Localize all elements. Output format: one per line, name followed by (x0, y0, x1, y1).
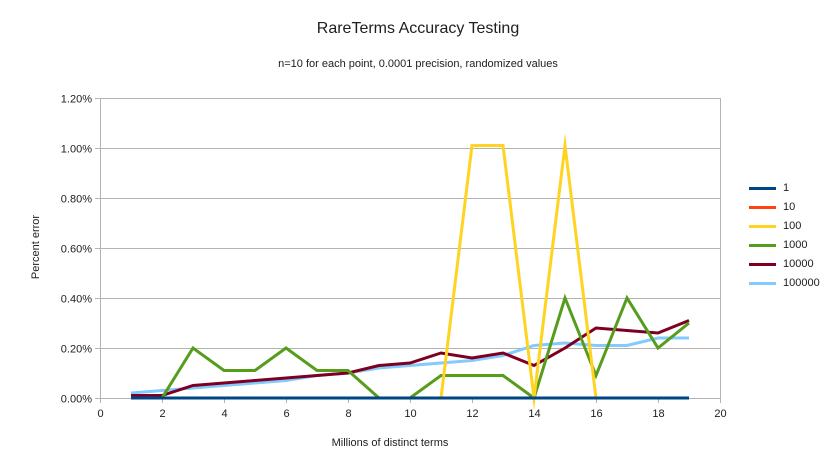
legend-swatch-100 (749, 225, 776, 228)
legend-swatch-1 (749, 187, 776, 190)
legend: 1 10 100 1000 10000 100000 (749, 179, 820, 293)
y-tick-label: 1.00% (61, 144, 92, 156)
x-tick-label: 14 (528, 408, 540, 420)
y-tick-label: 0.60% (61, 244, 92, 256)
x-tick-label: 12 (466, 408, 478, 420)
legend-item-10000: 10000 (749, 255, 820, 274)
x-tick-label: 16 (590, 408, 602, 420)
legend-item-100000: 100000 (749, 274, 820, 293)
y-axis-title: Percent error (30, 214, 42, 280)
x-axis-title: Millions of distinct terms (331, 437, 449, 449)
legend-item-1: 1 (749, 179, 820, 198)
x-tick-label: 8 (345, 408, 351, 420)
y-tick-label: 0.20% (61, 344, 92, 356)
legend-item-10: 10 (749, 198, 820, 217)
legend-item-1000: 1000 (749, 236, 820, 255)
x-tick-label: 10 (404, 408, 416, 420)
x-tick-label: 4 (221, 408, 227, 420)
legend-label-10000: 10000 (783, 258, 814, 270)
legend-label-100000: 100000 (783, 277, 820, 289)
legend-label-1: 1 (783, 182, 790, 194)
legend-swatch-1000 (749, 244, 776, 247)
series-line-100000 (130, 336, 689, 395)
legend-label-100: 100 (783, 220, 802, 232)
y-tick-label: 0.40% (61, 294, 92, 306)
x-tick-label: 2 (159, 408, 165, 420)
legend-swatch-10 (749, 206, 776, 209)
series-line-10000 (131, 319, 690, 397)
legend-label-10: 10 (783, 201, 796, 213)
x-tick-label: 6 (283, 408, 289, 420)
legend-swatch-100000 (749, 282, 776, 285)
x-tick-label: 0 (97, 408, 103, 420)
legend-label-1000: 1000 (783, 239, 808, 251)
y-tick-label: 1.20% (61, 94, 92, 106)
y-tick-label: 0.00% (61, 394, 92, 406)
legend-swatch-10000 (749, 263, 776, 266)
chart-title: RareTerms Accuracy Testing (316, 20, 520, 37)
chart-subtitle: n=10 for each point, 0.0001 precision, r… (278, 58, 558, 70)
x-tick-label: 20 (714, 408, 726, 420)
y-tick-label: 0.80% (61, 194, 92, 206)
x-tick-label: 18 (652, 408, 664, 420)
series-line-100 (131, 133, 689, 411)
legend-item-100: 100 (749, 217, 820, 236)
